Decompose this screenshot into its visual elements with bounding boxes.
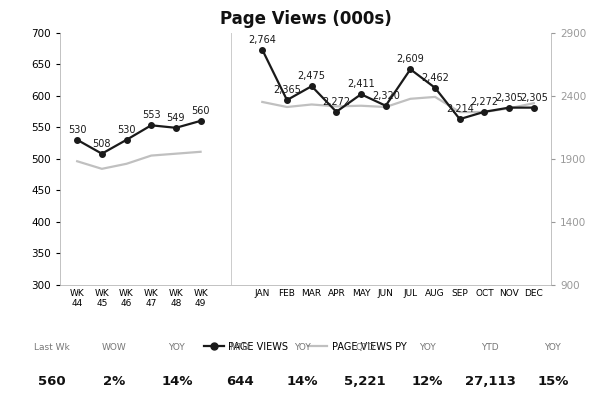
Text: 644: 644 <box>226 374 253 387</box>
Text: 2,365: 2,365 <box>273 85 301 95</box>
Text: YOY: YOY <box>544 343 561 352</box>
Text: 2%: 2% <box>103 374 125 387</box>
Text: 2,411: 2,411 <box>347 79 375 89</box>
Text: YTD: YTD <box>482 343 499 352</box>
Text: 15%: 15% <box>537 374 568 387</box>
Text: 2,272: 2,272 <box>322 97 350 107</box>
Text: 2,305: 2,305 <box>520 93 547 103</box>
Text: YOY: YOY <box>419 343 436 352</box>
Text: 530: 530 <box>117 125 136 135</box>
Text: 2,475: 2,475 <box>298 71 326 81</box>
Text: YOY: YOY <box>294 343 310 352</box>
Text: 2,272: 2,272 <box>470 97 498 107</box>
Text: 27,113: 27,113 <box>465 374 516 387</box>
Text: 14%: 14% <box>286 374 318 387</box>
Title: Page Views (000s): Page Views (000s) <box>220 10 391 28</box>
Text: 2,609: 2,609 <box>397 54 424 64</box>
Text: 2,320: 2,320 <box>372 91 400 101</box>
Text: 560: 560 <box>38 374 65 387</box>
Text: YOY: YOY <box>168 343 185 352</box>
Text: 549: 549 <box>167 113 185 123</box>
Text: 2,305: 2,305 <box>495 93 523 103</box>
Text: WOW: WOW <box>102 343 126 352</box>
Text: 560: 560 <box>191 106 210 116</box>
Text: 553: 553 <box>142 110 161 120</box>
Text: 2,764: 2,764 <box>249 35 276 45</box>
Text: QTD: QTD <box>355 343 374 352</box>
Text: 2,462: 2,462 <box>421 73 449 83</box>
Text: 12%: 12% <box>412 374 443 387</box>
Legend: PAGE VIEWS, PAGE VIEWS PY: PAGE VIEWS, PAGE VIEWS PY <box>200 338 411 355</box>
Text: 14%: 14% <box>161 374 193 387</box>
Text: 530: 530 <box>68 125 86 135</box>
Text: Last Wk: Last Wk <box>34 343 69 352</box>
Text: 2,214: 2,214 <box>446 104 474 114</box>
Text: 508: 508 <box>93 139 111 149</box>
Text: MTD: MTD <box>229 343 250 352</box>
Text: 5,221: 5,221 <box>344 374 386 387</box>
